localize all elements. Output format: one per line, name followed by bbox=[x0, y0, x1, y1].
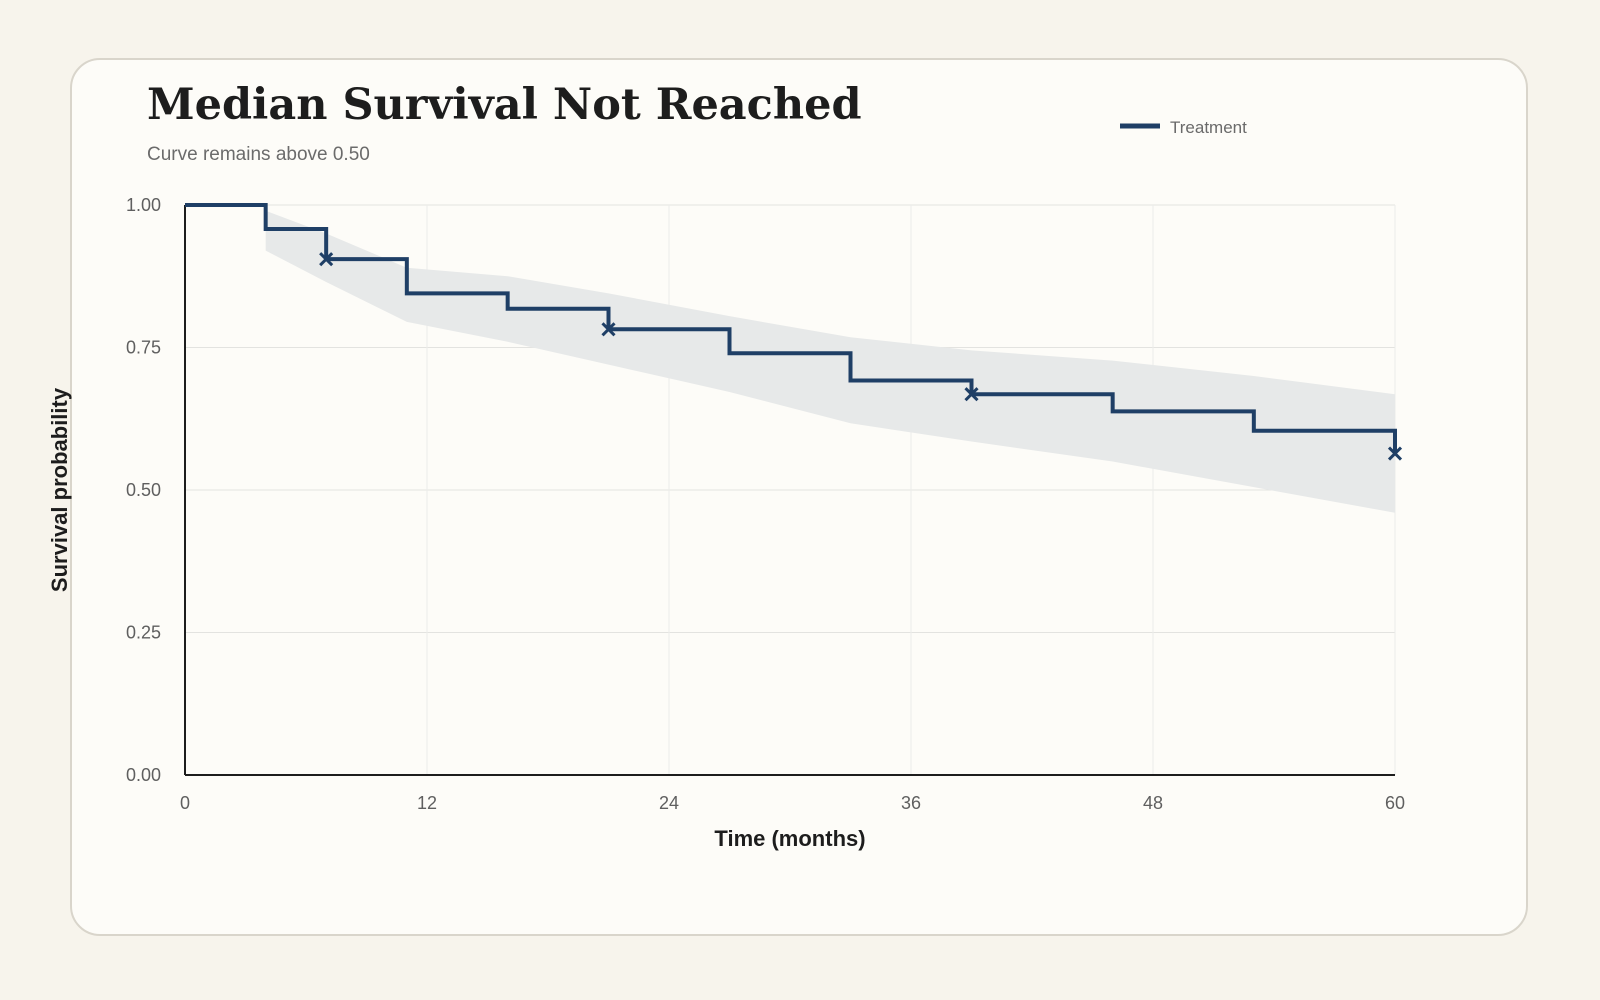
chart-card: Median Survival Not Reached Curve remain… bbox=[70, 58, 1528, 936]
series-line-treatment bbox=[185, 203, 1397, 454]
censor-mark bbox=[601, 322, 616, 337]
x-tick-label: 48 bbox=[1143, 793, 1163, 813]
x-tick-label: 0 bbox=[180, 793, 190, 813]
y-axis-title: Survival probability bbox=[47, 387, 72, 592]
x-tick-label: 60 bbox=[1385, 793, 1405, 813]
legend-label-treatment: Treatment bbox=[1170, 118, 1247, 137]
legend: Treatment bbox=[1120, 118, 1247, 137]
tick-labels: 0.00 0.25 0.50 0.75 1.00 0 12 24 36 48 60 bbox=[126, 195, 1405, 813]
confidence-band-treatment bbox=[265, 210, 1396, 513]
x-tick-label: 36 bbox=[901, 793, 921, 813]
x-tick-label: 12 bbox=[417, 793, 437, 813]
censor-mark bbox=[319, 252, 334, 267]
y-tick-label: 0.75 bbox=[126, 338, 161, 358]
x-axis-title: Time (months) bbox=[714, 826, 865, 851]
x-tick-label: 24 bbox=[659, 793, 679, 813]
y-tick-label: 0.00 bbox=[126, 765, 161, 785]
y-tick-label: 0.25 bbox=[126, 623, 161, 643]
censor-mark bbox=[1387, 446, 1403, 461]
y-tick-label: 0.50 bbox=[126, 480, 161, 500]
y-tick-label: 1.00 bbox=[126, 195, 161, 215]
series-layer bbox=[185, 203, 1403, 461]
confidence-band bbox=[265, 210, 1396, 513]
chart-subtitle: Curve remains above 0.50 bbox=[147, 144, 370, 165]
chart-title: Median Survival Not Reached bbox=[147, 80, 862, 130]
axes bbox=[184, 205, 1395, 776]
censor-mark bbox=[964, 387, 979, 402]
